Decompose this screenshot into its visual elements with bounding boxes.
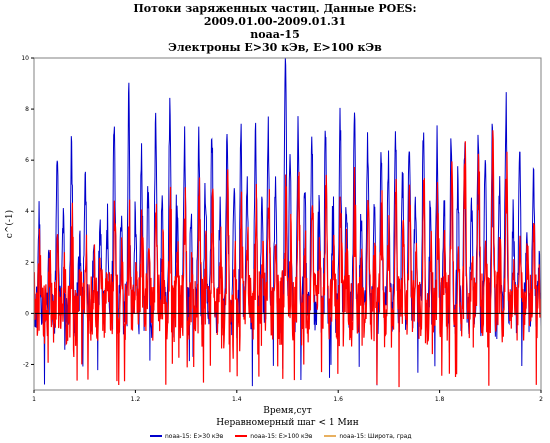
y-tick-label: 10 <box>21 55 29 62</box>
y-tick-label: 4 <box>25 208 29 215</box>
legend-label-e30: noaa-15: E>30 кЭв <box>165 432 224 440</box>
y-tick-label: 0 <box>25 310 29 317</box>
legend-item-e100: noaa-15: E>100 кЭв <box>235 433 312 440</box>
x-tick-label: 1.2 <box>131 396 141 403</box>
legend-item-latitude: noaa-15: Широта, град <box>324 433 411 440</box>
chart-plot: 1 1.2 1.4 1.6 1.8 2 -2 0 2 4 6 8 10 Время,сут Нерав… <box>4 55 543 428</box>
legend-swatch-e100 <box>235 435 248 437</box>
x-axis-sublabel: Неравномерный шаг < 1 Мин <box>216 418 358 428</box>
x-tick-label: 1.4 <box>232 396 242 403</box>
y-axis-label: c^(-1) <box>4 210 15 238</box>
x-axis-label: Время,сут <box>263 406 312 416</box>
y-tick-label: -2 <box>23 361 29 368</box>
legend-label-latitude: noaa-15: Широта, град <box>339 432 412 440</box>
chart-title: Потоки заряженных частиц. Данные POES: <box>133 2 417 15</box>
x-tick-label: 1.6 <box>333 396 343 403</box>
x-tick-label: 1.8 <box>435 396 445 403</box>
legend-item-e30: noaa-15: E>30 кЭв <box>150 433 223 440</box>
x-tick-label: 2 <box>539 396 543 403</box>
y-axis-ticks: -2 0 2 4 6 8 10 <box>21 55 34 368</box>
y-tick-label: 6 <box>25 157 29 164</box>
chart-legend: noaa-15: E>30 кЭв noaa-15: E>100 кЭв noa… <box>150 431 423 441</box>
x-tick-label: 1 <box>32 396 36 403</box>
chart-subtitle-satellite: noaa-15 <box>250 28 300 41</box>
series-line-1 <box>34 130 541 388</box>
chart-subtitle-date-range: 2009.01.00-2009.01.31 <box>203 15 347 28</box>
legend-label-e100: noaa-15: E>100 кЭв <box>250 432 313 440</box>
plot-area <box>34 58 541 390</box>
plot-frame <box>33 57 542 391</box>
legend-swatch-latitude <box>324 435 337 437</box>
series-layer <box>34 58 541 388</box>
legend-swatch-e30 <box>150 435 162 437</box>
chart-title-block: Потоки заряженных частиц. Данные POES: 2… <box>0 2 550 54</box>
chart-subtitle-particles: Электроны E>30 кЭв, E>100 кЭв <box>168 41 382 54</box>
y-tick-label: 8 <box>25 106 29 113</box>
x-axis-ticks: 1 1.2 1.4 1.6 1.8 2 <box>32 390 543 403</box>
y-tick-label: 2 <box>25 259 29 266</box>
